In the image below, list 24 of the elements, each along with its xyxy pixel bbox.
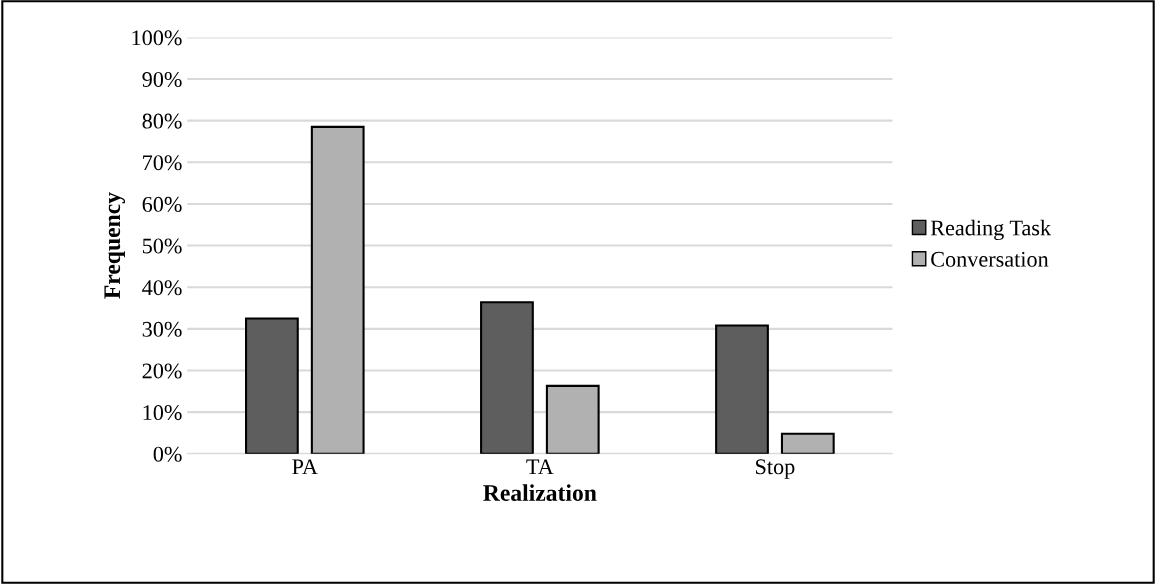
bar <box>780 432 835 454</box>
bar <box>480 301 534 454</box>
y-tick-label: 50% <box>142 238 182 254</box>
x-tick-label: TA <box>526 459 554 475</box>
bar <box>545 384 600 454</box>
bar <box>310 125 365 454</box>
x-tick-label: Stop <box>756 459 795 479</box>
y-tick-label: 100% <box>132 30 182 46</box>
y-tick-label: 10% <box>143 405 182 421</box>
y-tick-label: 30% <box>142 321 182 337</box>
x-tick-label: PA <box>292 459 318 475</box>
y-tick-label: 90% <box>142 71 182 88</box>
bar <box>245 317 299 454</box>
y-tick-label: 60% <box>142 196 182 212</box>
legend-label: Reading Task <box>930 219 1052 241</box>
legend-label: Conversation <box>931 251 1049 267</box>
y-tick-label: 70% <box>143 155 182 171</box>
y-tick-label: 80% <box>142 113 182 129</box>
y-tick-label: 20% <box>142 363 182 379</box>
y-tick-label: 40% <box>142 280 182 296</box>
x-axis-title: Realization <box>483 484 597 501</box>
y-axis-title: Frequency <box>104 192 126 299</box>
bar <box>715 324 769 454</box>
y-tick-label: 0% <box>153 446 182 462</box>
